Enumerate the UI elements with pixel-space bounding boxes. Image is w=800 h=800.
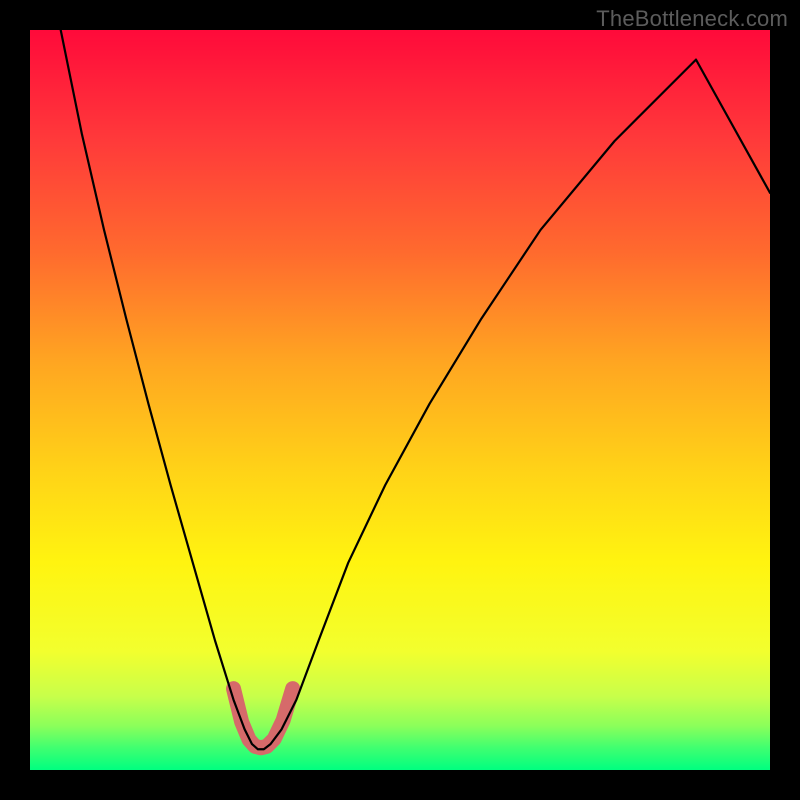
bottleneck-highlight bbox=[234, 689, 293, 748]
curve-layer bbox=[30, 30, 770, 770]
bottleneck-curve bbox=[61, 30, 770, 749]
watermark-text: TheBottleneck.com bbox=[596, 6, 788, 32]
plot-area bbox=[30, 30, 770, 770]
